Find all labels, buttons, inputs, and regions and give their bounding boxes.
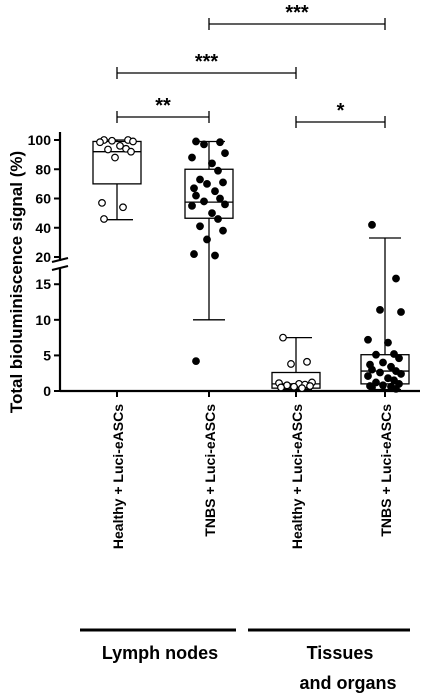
filled-data-point — [214, 215, 222, 223]
y-tick-label: 5 — [43, 347, 51, 363]
filled-data-point — [216, 194, 224, 203]
open-data-point — [104, 145, 112, 154]
filled-data-point — [192, 191, 200, 200]
filled-data-point — [203, 179, 211, 188]
open-data-point — [116, 141, 124, 150]
data-points — [96, 136, 405, 393]
open-data-point — [119, 203, 127, 212]
y-tick-label: 100 — [28, 132, 52, 148]
filled-data-point — [221, 200, 229, 209]
significance-label: * — [337, 100, 345, 122]
filled-data-point — [392, 384, 400, 393]
open-data-point — [303, 357, 311, 366]
filled-data-point — [364, 372, 372, 380]
category-label: TNBS + Luci-eASCs — [202, 404, 218, 537]
group-labels: Lymph nodes Tissues and organs — [80, 628, 410, 693]
filled-data-point — [397, 308, 405, 316]
open-data-point — [298, 384, 306, 393]
y-tick-label: 80 — [35, 161, 51, 177]
open-data-point — [127, 147, 135, 156]
filled-data-point — [188, 201, 196, 210]
axis-break-mark — [51, 257, 69, 263]
group-label: Lymph nodes — [102, 643, 218, 663]
filled-data-point — [364, 335, 372, 344]
group-label: and organs — [299, 673, 396, 693]
filled-data-point — [190, 184, 198, 193]
filled-data-point — [368, 220, 376, 229]
filled-data-point — [372, 378, 380, 387]
category-label: Healthy + Luci-eASCs — [289, 404, 305, 549]
filled-data-point — [376, 368, 384, 377]
filled-data-point — [219, 178, 227, 187]
filled-data-point — [216, 138, 224, 147]
filled-data-point — [214, 166, 222, 175]
filled-data-point — [379, 358, 387, 367]
filled-data-point — [379, 381, 387, 390]
significance-bracket: *** — [116, 51, 297, 79]
open-data-point — [277, 383, 285, 392]
filled-data-point — [390, 350, 398, 358]
axes: 20 40 60 80 100 0 5 10 15 — [28, 132, 420, 399]
filled-data-point — [211, 187, 219, 196]
filled-data-point — [368, 383, 376, 392]
category-labels: Healthy + Luci-eASCs TNBS + Luci-eASCs Hea… — [110, 404, 394, 549]
open-data-point — [96, 138, 104, 147]
filled-data-point — [192, 357, 200, 366]
significance-brackets: ******** * — [116, 2, 386, 128]
axis-break-mark — [51, 265, 69, 271]
y-axis-label: Total bioluminiscence signal (%) — [7, 151, 26, 413]
filled-data-point — [188, 153, 196, 162]
filled-data-point — [392, 274, 400, 283]
filled-data-point — [221, 149, 229, 158]
filled-data-point — [190, 250, 198, 258]
open-data-point — [98, 198, 106, 207]
filled-data-point — [384, 338, 392, 347]
y-tick-label: 60 — [35, 191, 51, 207]
filled-data-point — [219, 226, 227, 235]
significance-label: *** — [195, 51, 219, 73]
filled-data-point — [397, 370, 405, 378]
boxes — [92, 139, 410, 391]
category-label: Healthy + Luci-eASCs — [110, 404, 126, 549]
open-data-point — [306, 382, 314, 390]
filled-data-point — [192, 137, 200, 146]
filled-data-point — [203, 235, 211, 244]
category-label: TNBS + Luci-eASCs — [378, 404, 394, 537]
significance-bracket: *** — [208, 2, 386, 30]
box-iqr — [92, 140, 142, 185]
filled-data-point — [211, 251, 219, 260]
filled-data-point — [372, 350, 380, 359]
open-data-point — [129, 137, 137, 146]
open-data-point — [290, 382, 298, 391]
box-iqr — [184, 168, 234, 219]
filled-data-point — [196, 175, 204, 184]
filled-data-point — [208, 209, 216, 218]
open-data-point — [287, 360, 295, 368]
group-label: Tissues — [307, 643, 374, 663]
y-tick-label: 40 — [35, 220, 51, 236]
filled-data-point — [200, 197, 208, 206]
significance-label: *** — [285, 2, 309, 24]
y-tick-label: 20 — [35, 249, 51, 265]
filled-data-point — [376, 305, 384, 314]
y-tick-label: 15 — [35, 276, 51, 292]
filled-data-point — [196, 222, 204, 231]
filled-data-point — [395, 354, 403, 363]
significance-bracket: ** — [116, 95, 210, 123]
significance-bracket: * — [295, 100, 386, 128]
open-data-point — [100, 215, 108, 223]
filled-data-point — [208, 159, 216, 168]
filled-data-point — [200, 140, 208, 149]
y-tick-label: 0 — [43, 383, 51, 399]
open-data-point — [108, 136, 116, 145]
significance-label: ** — [155, 95, 171, 117]
open-data-point — [111, 153, 119, 162]
open-data-point — [279, 333, 287, 342]
filled-data-point — [368, 365, 376, 374]
y-tick-label: 10 — [35, 312, 51, 328]
filled-data-point — [387, 362, 395, 371]
